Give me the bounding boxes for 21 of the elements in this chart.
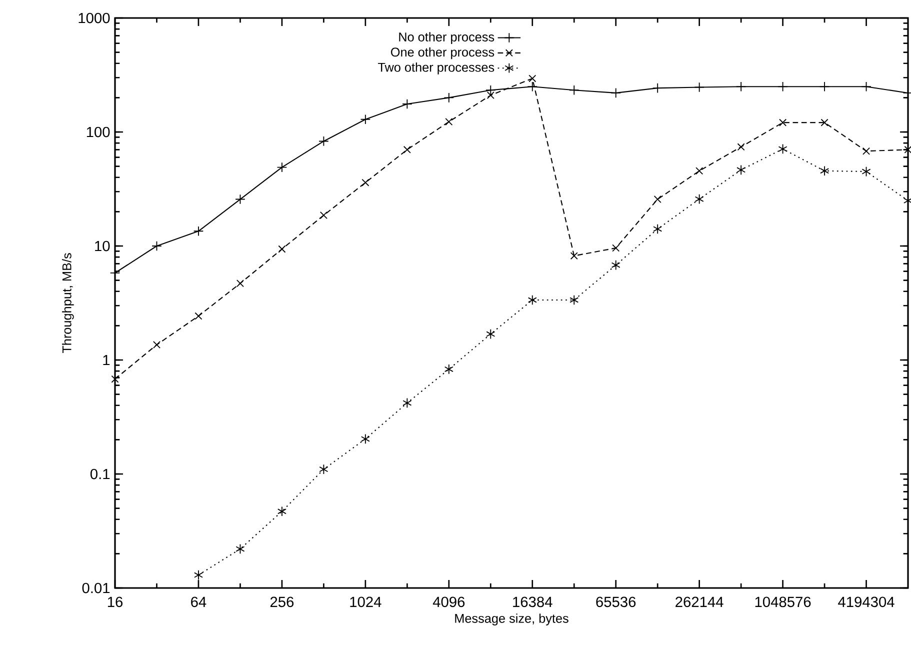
x-tick-label: 1048576 (755, 596, 811, 608)
y-tick-label: 10 (95, 240, 110, 252)
y-axis-title: Throughput, MB/s (62, 253, 74, 354)
y-tick-label: 0.1 (90, 468, 110, 480)
x-tick-label: 16 (108, 596, 123, 608)
legend-label: One other process (390, 47, 494, 60)
y-tick-label: 1000 (78, 12, 110, 24)
y-tick-label: 0.01 (82, 582, 110, 594)
x-tick-label: 256 (270, 596, 294, 608)
x-tick-label: 262144 (676, 596, 724, 608)
y-tick-label: 100 (86, 126, 110, 138)
x-tick-label: 65536 (596, 596, 636, 608)
y-tick-label: 1 (103, 354, 110, 366)
x-axis-title: Message size, bytes (455, 614, 568, 626)
x-tick-label: 1024 (350, 596, 382, 608)
legend-label: No other process (399, 32, 494, 44)
legend-label: Two other processes (378, 62, 494, 74)
x-tick-label: 16384 (513, 596, 552, 608)
x-tick-label: 4096 (432, 596, 465, 608)
x-tick-label: 64 (191, 596, 206, 608)
x-tick-label: 4194304 (838, 596, 894, 608)
